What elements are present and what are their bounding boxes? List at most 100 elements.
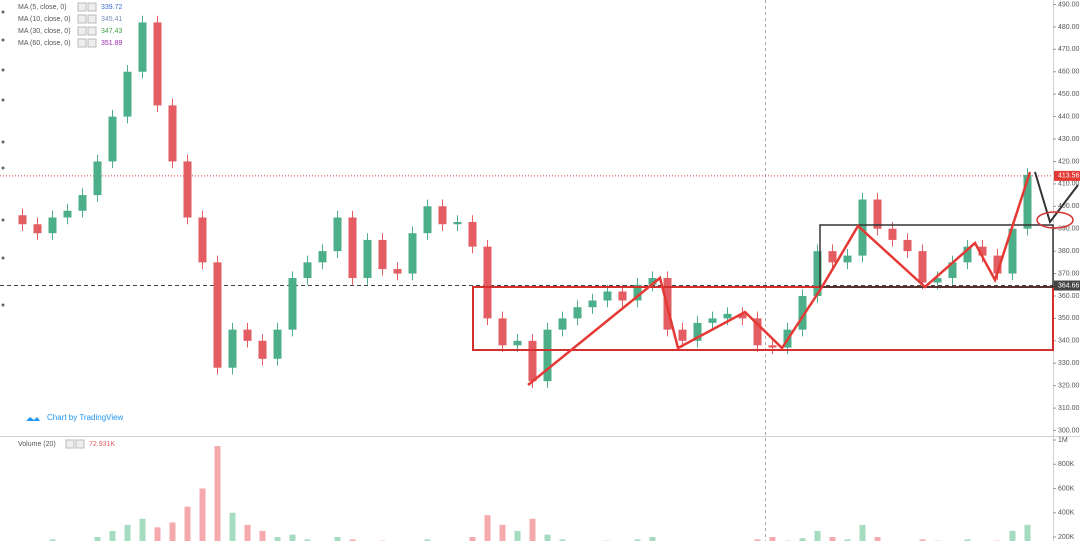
y-tick-label: 380.00 bbox=[1058, 248, 1080, 255]
candle-body bbox=[48, 217, 57, 234]
volume-bar bbox=[94, 537, 101, 541]
y-tick-label: 600K bbox=[1058, 485, 1075, 492]
consolidation-box bbox=[819, 224, 1054, 288]
candle-body bbox=[333, 217, 342, 252]
candle-body bbox=[963, 246, 972, 263]
candle-body bbox=[618, 291, 627, 301]
volume-bar bbox=[874, 537, 881, 541]
y-tick-label: 460.00 bbox=[1058, 69, 1080, 76]
candle-body bbox=[498, 318, 507, 346]
candle-body bbox=[543, 329, 552, 382]
tool-icon[interactable] bbox=[1, 68, 5, 72]
legend-button[interactable] bbox=[77, 38, 87, 48]
candle-body bbox=[933, 278, 942, 283]
legend-button[interactable] bbox=[77, 14, 87, 24]
candle-body bbox=[948, 262, 957, 279]
candle-body bbox=[708, 318, 717, 323]
candle-body bbox=[873, 199, 882, 229]
legend-button[interactable] bbox=[77, 2, 87, 12]
volume-bar bbox=[469, 537, 476, 541]
candle-body bbox=[18, 215, 27, 225]
legend-name: MA (60, close, 0) bbox=[18, 40, 71, 47]
candle-body bbox=[978, 246, 987, 256]
y-tick-label: 410.00 bbox=[1058, 181, 1080, 188]
legend-button[interactable] bbox=[65, 439, 75, 449]
tool-icon[interactable] bbox=[1, 218, 5, 222]
volume-bar bbox=[244, 524, 251, 541]
projection-arrow bbox=[1034, 171, 1079, 225]
volume-bar bbox=[154, 527, 161, 541]
watermark: Chart by TradingView bbox=[26, 413, 124, 422]
candle-body bbox=[678, 329, 687, 341]
volume-bar bbox=[844, 539, 851, 541]
tool-icon[interactable] bbox=[1, 303, 5, 307]
legend-button[interactable] bbox=[87, 38, 97, 48]
volume-bar bbox=[259, 530, 266, 541]
legend-value: 347.43 bbox=[101, 28, 123, 35]
volume-bar bbox=[424, 539, 431, 541]
y-tick-label: 350.00 bbox=[1058, 315, 1080, 322]
y-tick-label: 400K bbox=[1058, 510, 1075, 517]
candle-body bbox=[378, 239, 387, 270]
price-label-box bbox=[1054, 170, 1080, 181]
volume-bar bbox=[139, 518, 146, 541]
candle-body bbox=[228, 329, 237, 368]
y-tick-label: 340.00 bbox=[1058, 338, 1080, 345]
candle-body bbox=[888, 228, 897, 240]
y-tick-label: 370.00 bbox=[1058, 270, 1080, 277]
candle-body bbox=[78, 195, 87, 211]
legend-button[interactable] bbox=[75, 439, 85, 449]
candle-body bbox=[153, 22, 162, 106]
candle-body bbox=[813, 251, 822, 296]
legend-value: 345.41 bbox=[101, 16, 123, 23]
candle-body bbox=[183, 161, 192, 218]
y-tick-label: 300.00 bbox=[1058, 427, 1080, 434]
volume-last: 72.931K bbox=[89, 441, 115, 448]
candle-body bbox=[168, 105, 177, 162]
candle-body bbox=[513, 340, 522, 346]
range-box bbox=[472, 286, 1054, 351]
volume-bar bbox=[124, 524, 131, 541]
volume-bar bbox=[49, 539, 56, 541]
candle-body bbox=[798, 295, 807, 330]
candle-body bbox=[768, 345, 777, 348]
tool-icon[interactable] bbox=[1, 98, 5, 102]
volume-bar bbox=[514, 530, 521, 541]
legend-name: MA (5, close, 0) bbox=[18, 4, 67, 11]
tool-icon[interactable] bbox=[1, 140, 5, 144]
legend-button[interactable] bbox=[87, 26, 97, 36]
volume-bar bbox=[169, 522, 176, 541]
legend-button[interactable] bbox=[87, 2, 97, 12]
legend-button[interactable] bbox=[87, 14, 97, 24]
tool-icon[interactable] bbox=[1, 256, 5, 260]
candle-body bbox=[483, 246, 492, 319]
legend-name: MA (30, close, 0) bbox=[18, 28, 71, 35]
tool-icon[interactable] bbox=[1, 10, 5, 14]
candle-body bbox=[693, 322, 702, 341]
volume-bar bbox=[559, 539, 566, 541]
volume-bar bbox=[754, 539, 761, 541]
legend-value: 339.72 bbox=[101, 4, 123, 11]
candle-body bbox=[828, 251, 837, 263]
candle-body bbox=[1008, 228, 1017, 274]
volume-bar bbox=[829, 537, 836, 541]
candle-body bbox=[648, 278, 657, 285]
y-tick-label: 310.00 bbox=[1058, 405, 1080, 412]
candle-body bbox=[843, 255, 852, 263]
candle-body bbox=[33, 224, 42, 234]
tool-icon[interactable] bbox=[1, 166, 5, 170]
volume-bar bbox=[334, 537, 341, 541]
volume-bar bbox=[199, 488, 206, 541]
tool-icon[interactable] bbox=[1, 38, 5, 42]
candle-body bbox=[123, 71, 132, 117]
watermark-text: Chart by TradingView bbox=[47, 413, 124, 422]
candle-body bbox=[213, 262, 222, 368]
legend-name: MA (10, close, 0) bbox=[18, 16, 71, 23]
y-tick-label: 330.00 bbox=[1058, 360, 1080, 367]
legend-button[interactable] bbox=[77, 26, 87, 36]
volume-bar bbox=[634, 539, 641, 541]
volume-bar bbox=[304, 539, 311, 541]
candle-body bbox=[858, 199, 867, 256]
